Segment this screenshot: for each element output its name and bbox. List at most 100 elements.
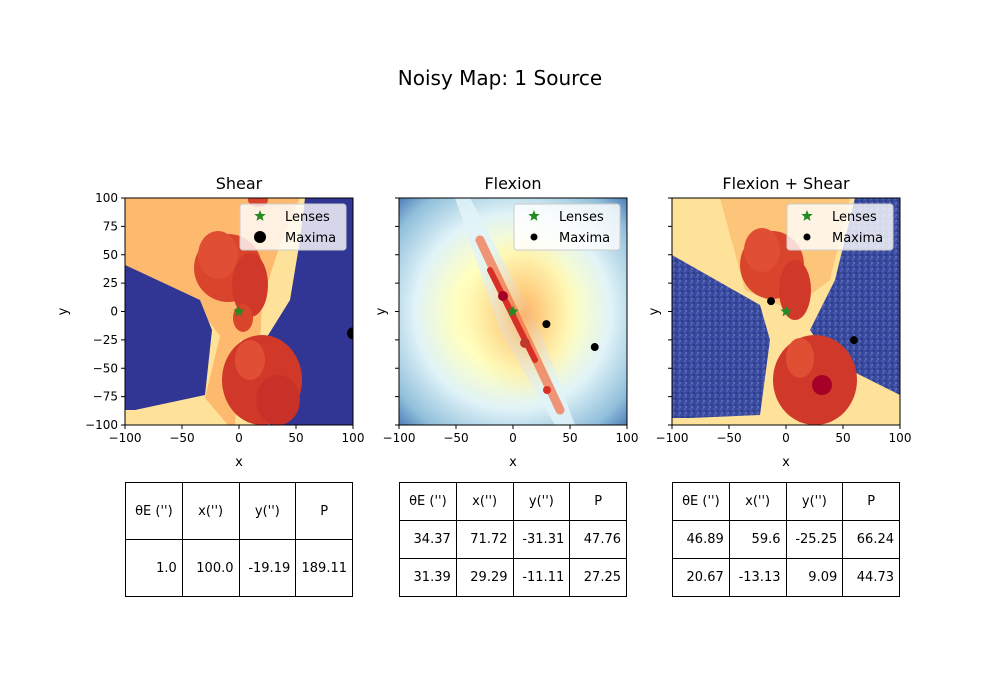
table-cell: 47.76 [569, 520, 627, 559]
table-cell: -19.19 [238, 539, 297, 597]
table-cell: -25.25 [785, 520, 844, 559]
maxima-point [347, 327, 353, 340]
table-cell: 9.09 [785, 558, 844, 597]
flexion-shear-results-table: θE ('') x('') y('') P 46.89 59.6 -25.25 66.24 20… [672, 482, 900, 597]
table-cell: -31.31 [512, 520, 571, 559]
flexion-shear-xtick-label: −50 [716, 431, 741, 445]
flexion-maxima-markers [542, 320, 599, 352]
flexion-legend-lens-label: Lenses [559, 210, 604, 225]
shear-title: Shear [216, 174, 263, 193]
flexion-xtick-label: −50 [443, 431, 468, 445]
flexion-legend-maxima-icon [530, 233, 538, 241]
shear-ytick-label: 0 [110, 305, 118, 319]
maxima-point [849, 336, 858, 345]
flexion-shear-panel [671, 197, 901, 426]
shear-legend-maxima-label: Maxima [285, 231, 336, 246]
shear-legend-maxima-icon [254, 231, 266, 243]
maxima-point [590, 343, 599, 352]
flexion-legend-maxima-label: Maxima [559, 231, 610, 246]
table-cell: 44.73 [842, 558, 900, 597]
flexion-xlabel: x [509, 455, 517, 470]
flexion-shear-legend-maxima-label: Maxima [832, 231, 883, 246]
flexion-xtick-label: −100 [383, 431, 416, 445]
table-header-cell: x('') [728, 482, 787, 521]
shear-ytick-label: −25 [93, 333, 118, 347]
shear-xtick-label: −50 [169, 431, 194, 445]
shear-ytick-label: 75 [103, 219, 118, 233]
shear-legend-box [239, 203, 347, 251]
shear-xlabel: x [235, 455, 243, 470]
flexion-shear-ylabel: y [647, 307, 662, 315]
flexion-xtick-label: 0 [509, 431, 517, 445]
table-cell: 34.37 [399, 520, 457, 559]
flexion-shear-legend-lens-icon [801, 210, 813, 221]
flexion-shear-xtick-label: 0 [782, 431, 790, 445]
table-cell: 66.24 [842, 520, 900, 559]
shear-legend-lens-icon [254, 210, 266, 221]
table-cell: 27.25 [569, 558, 627, 597]
flexion-shear-legend-box [786, 203, 894, 251]
table-cell: 29.29 [455, 558, 514, 597]
table-cell: -13.13 [728, 558, 787, 597]
table-row: 1.0 100.0 -19.19 189.11 [125, 539, 353, 597]
flexion-legend-box [513, 203, 621, 251]
table-cell: 20.67 [672, 558, 730, 597]
table-header-cell: θE ('') [672, 482, 730, 521]
table-cell: 1.0 [125, 539, 183, 597]
figure-title: Noisy Map: 1 Source [398, 66, 602, 90]
flexion-shear-heatmap [672, 198, 900, 425]
flexion-shear-legend-maxima-icon [803, 233, 811, 241]
table-row: 31.39 29.29 -11.11 27.25 [399, 558, 627, 597]
shear-maxima-markers [347, 327, 353, 340]
table-row: 20.67 -13.13 9.09 44.73 [672, 558, 900, 597]
table-header-cell: P [842, 482, 900, 521]
table-cell: 100.0 [181, 539, 240, 597]
shear-ylabel: y [56, 307, 71, 315]
table-cell: 59.6 [728, 520, 787, 559]
table-header-row: θE ('') x('') y('') P [125, 482, 353, 540]
shear-ytick-label: 50 [103, 248, 118, 262]
maxima-point [767, 297, 776, 306]
flexion-shear-xtick-label: 50 [835, 431, 850, 445]
flexion-shear-title: Flexion + Shear [722, 174, 850, 193]
shear-xtick-label: 0 [235, 431, 243, 445]
table-cell: -11.11 [512, 558, 571, 597]
table-header-cell: P [569, 482, 627, 521]
flexion-shear-legend-lens-label: Lenses [832, 210, 877, 225]
table-cell: 189.11 [295, 539, 353, 597]
flexion-shear-maxima-markers [767, 297, 858, 345]
shear-ytick-label: 25 [103, 276, 118, 290]
shear-xtick-label: 100 [342, 431, 365, 445]
flexion-ylabel: y [374, 307, 389, 315]
shear-results-table: θE ('') x('') y('') P 1.0 100.0 -19.19 189.11 [125, 482, 353, 597]
table-header-row: θE ('') x('') y('') P [672, 482, 900, 521]
table-header-cell: x('') [181, 482, 240, 540]
shear-ytick-label: −75 [93, 390, 118, 404]
chart-marks: Shear −100 −50 0 50 100 100 75 50 25 0 −25 −50 −75 −10… [56, 174, 911, 470]
flexion-title: Flexion [484, 174, 541, 193]
table-header-cell: P [295, 482, 353, 540]
table-cell: 71.72 [455, 520, 514, 559]
shear-xtick-label: 50 [288, 431, 303, 445]
flexion-results-table: θE ('') x('') y('') P 34.37 71.72 -31.31 47.76 3… [399, 482, 627, 597]
shear-ytick-label: −100 [85, 418, 118, 432]
flexion-legend-lens-icon [528, 210, 540, 221]
maxima-point [542, 320, 551, 329]
flexion-shear-xlabel: x [782, 455, 790, 470]
shear-xtick-label: −100 [109, 431, 142, 445]
lens-point [233, 305, 245, 317]
table-row: 46.89 59.6 -25.25 66.24 [672, 520, 900, 559]
table-header-cell: y('') [785, 482, 844, 521]
table-cell: 31.39 [399, 558, 457, 597]
table-header-cell: y('') [238, 482, 297, 540]
flexion-xtick-label: 100 [616, 431, 639, 445]
shear-legend-lens-label: Lenses [285, 210, 330, 225]
flexion-shear-xtick-label: −100 [656, 431, 689, 445]
shear-ytick-label: 100 [95, 191, 118, 205]
table-header-cell: y('') [512, 482, 571, 521]
flexion-shear-xtick-label: 100 [889, 431, 912, 445]
table-header-cell: x('') [455, 482, 514, 521]
table-header-cell: θE ('') [399, 482, 457, 521]
lens-point [507, 305, 519, 317]
